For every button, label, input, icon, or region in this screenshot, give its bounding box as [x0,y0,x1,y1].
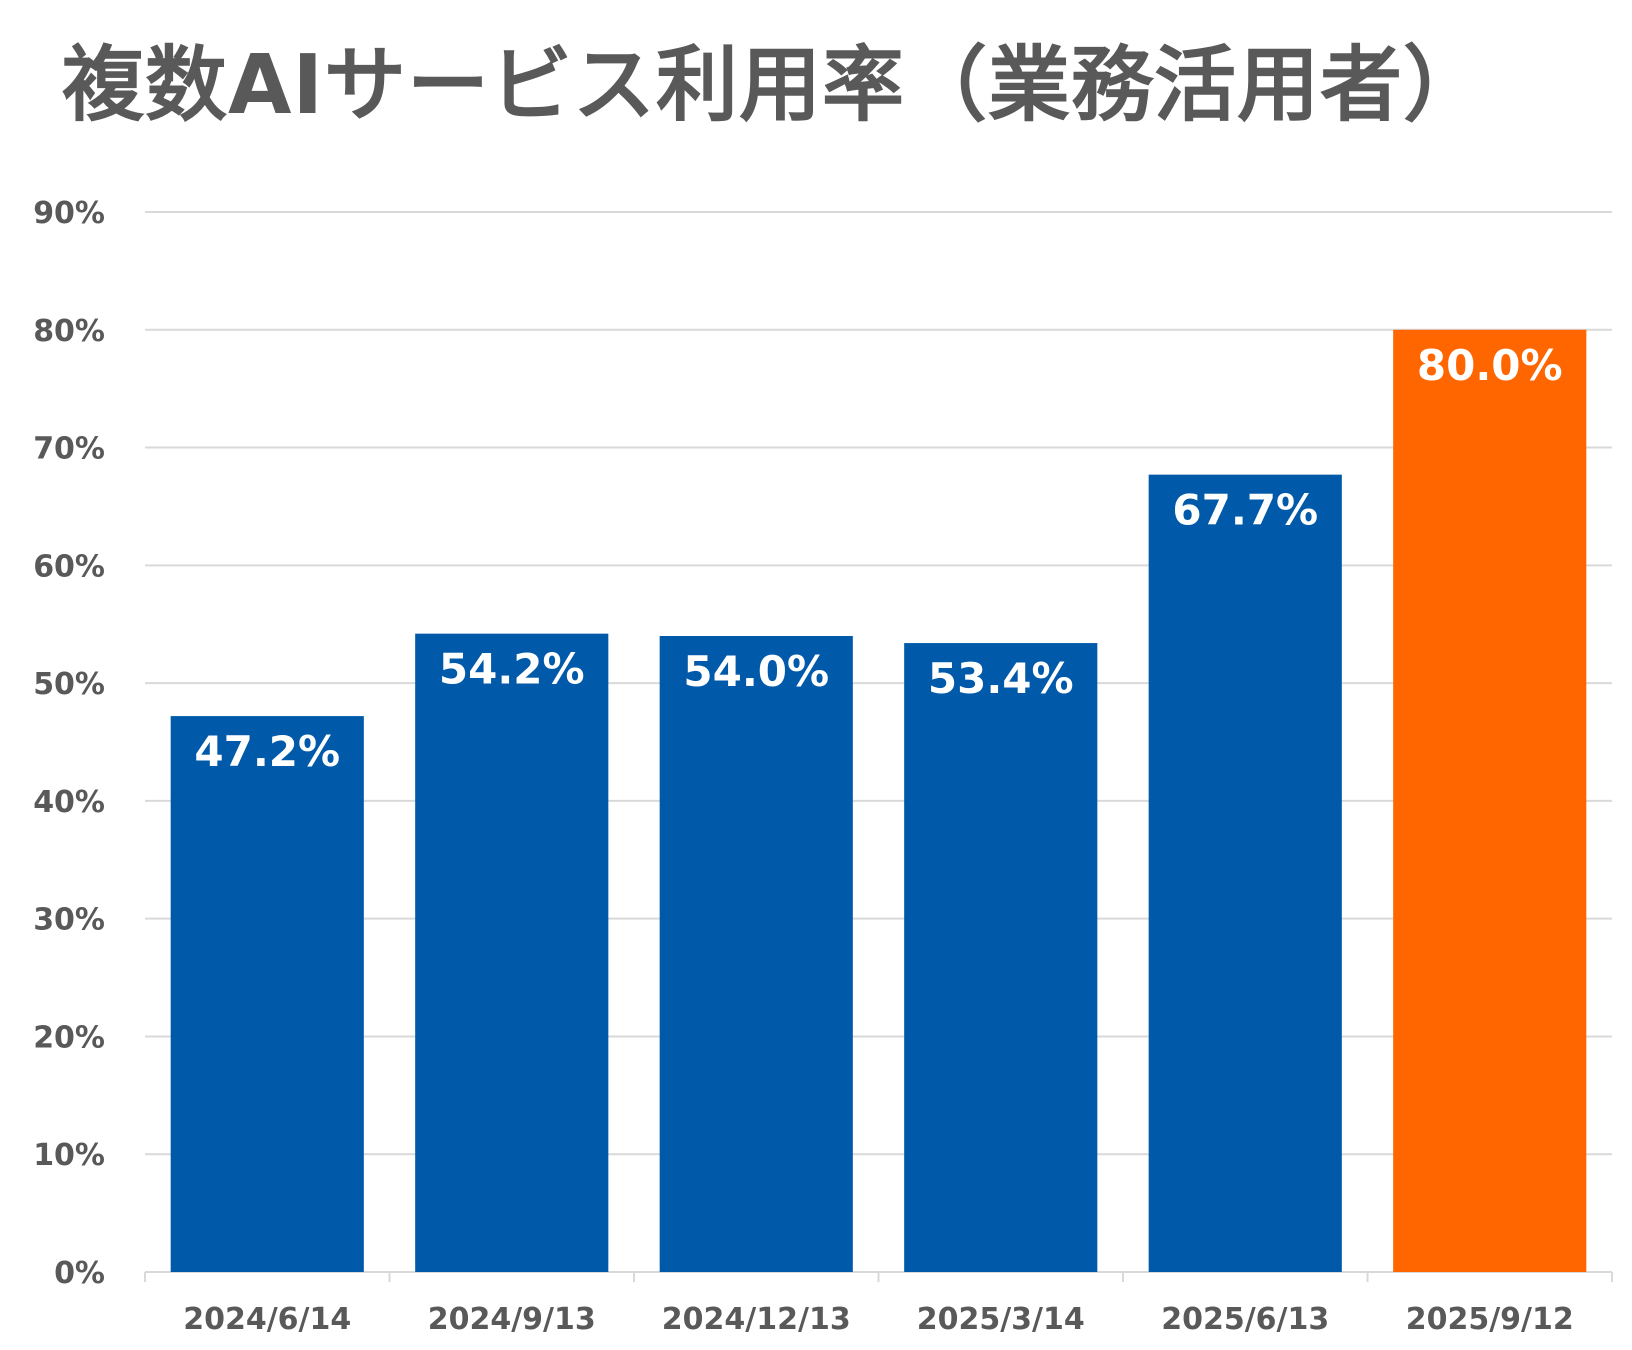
data-label: 80.0% [1417,341,1563,390]
y-tick-label: 20% [33,1020,105,1055]
chart-title: 複数AIサービス利用率（業務活用者） [62,38,1486,133]
x-tick-label: 2025/6/13 [1161,1302,1329,1337]
bar [904,643,1098,1272]
bar [1393,329,1587,1272]
y-tick-label: 0% [54,1256,105,1291]
x-tick-label: 2025/9/12 [1406,1302,1574,1337]
x-tick-label: 2025/3/14 [917,1302,1085,1337]
bar [415,633,609,1272]
data-label: 54.2% [439,645,585,694]
y-tick-label: 10% [33,1138,105,1173]
bar [1148,474,1342,1273]
y-tick-label: 30% [33,903,105,938]
x-tick-label: 2024/12/13 [662,1302,851,1337]
x-tick-label: 2024/9/13 [428,1302,596,1337]
y-tick-label: 60% [33,549,105,584]
y-tick-label: 90% [33,196,105,231]
data-label: 54.0% [683,647,829,696]
data-label: 47.2% [194,727,340,776]
y-tick-label: 50% [33,667,105,702]
bar [659,636,853,1272]
y-tick-label: 40% [33,785,105,820]
x-tick-label: 2024/6/14 [183,1302,351,1337]
data-label: 67.7% [1172,486,1318,535]
y-tick-label: 80% [33,314,105,349]
y-tick-label: 70% [33,432,105,467]
bar [170,716,364,1272]
data-label: 53.4% [928,654,1074,703]
